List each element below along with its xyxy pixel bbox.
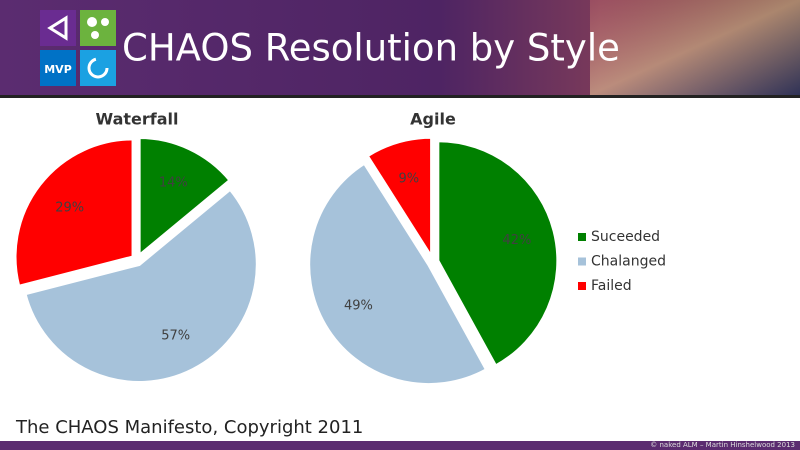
data-label: 29%	[55, 200, 84, 215]
footer-bar	[0, 441, 800, 450]
chart-title: Waterfall	[96, 110, 179, 129]
legend-label: Chalanged	[591, 254, 666, 270]
slide-title: CHAOS Resolution by Style	[122, 27, 620, 70]
source-text: The CHAOS Manifesto, Copyright 2011	[15, 417, 363, 438]
legend-swatch	[578, 282, 586, 290]
pie-slice	[365, 135, 434, 263]
data-label: 42%	[502, 233, 531, 248]
pie-slice	[23, 187, 259, 384]
legend-label: Failed	[591, 278, 632, 294]
data-label: 49%	[344, 299, 373, 314]
header-rule	[0, 95, 800, 98]
icon-dot	[87, 17, 97, 27]
pie-slice	[307, 161, 489, 387]
icon-mvp	[40, 50, 76, 86]
icon-vs-glyph	[47, 15, 68, 41]
icon-vs	[40, 10, 76, 46]
icon-swirl	[80, 50, 116, 86]
icon-dot	[101, 18, 109, 26]
legend-swatch	[578, 233, 586, 241]
pie-slice	[13, 137, 135, 289]
icon-swirl-glyph	[87, 57, 109, 79]
data-label: 9%	[399, 171, 420, 186]
legend-swatch	[578, 257, 586, 266]
pie-slice	[137, 135, 233, 259]
badge-text: MVP	[44, 63, 72, 76]
legend-label: Suceeded	[591, 229, 660, 245]
header-photo	[590, 0, 800, 95]
chart-title: Agile	[410, 110, 456, 129]
data-label: 14%	[159, 175, 188, 190]
icon-dot	[91, 31, 99, 39]
icon-green	[80, 10, 116, 46]
data-label: 57%	[161, 328, 190, 343]
copyright: © naked ALM – Martin Hinshelwood 2013	[650, 441, 795, 449]
pie-slice	[436, 139, 560, 368]
